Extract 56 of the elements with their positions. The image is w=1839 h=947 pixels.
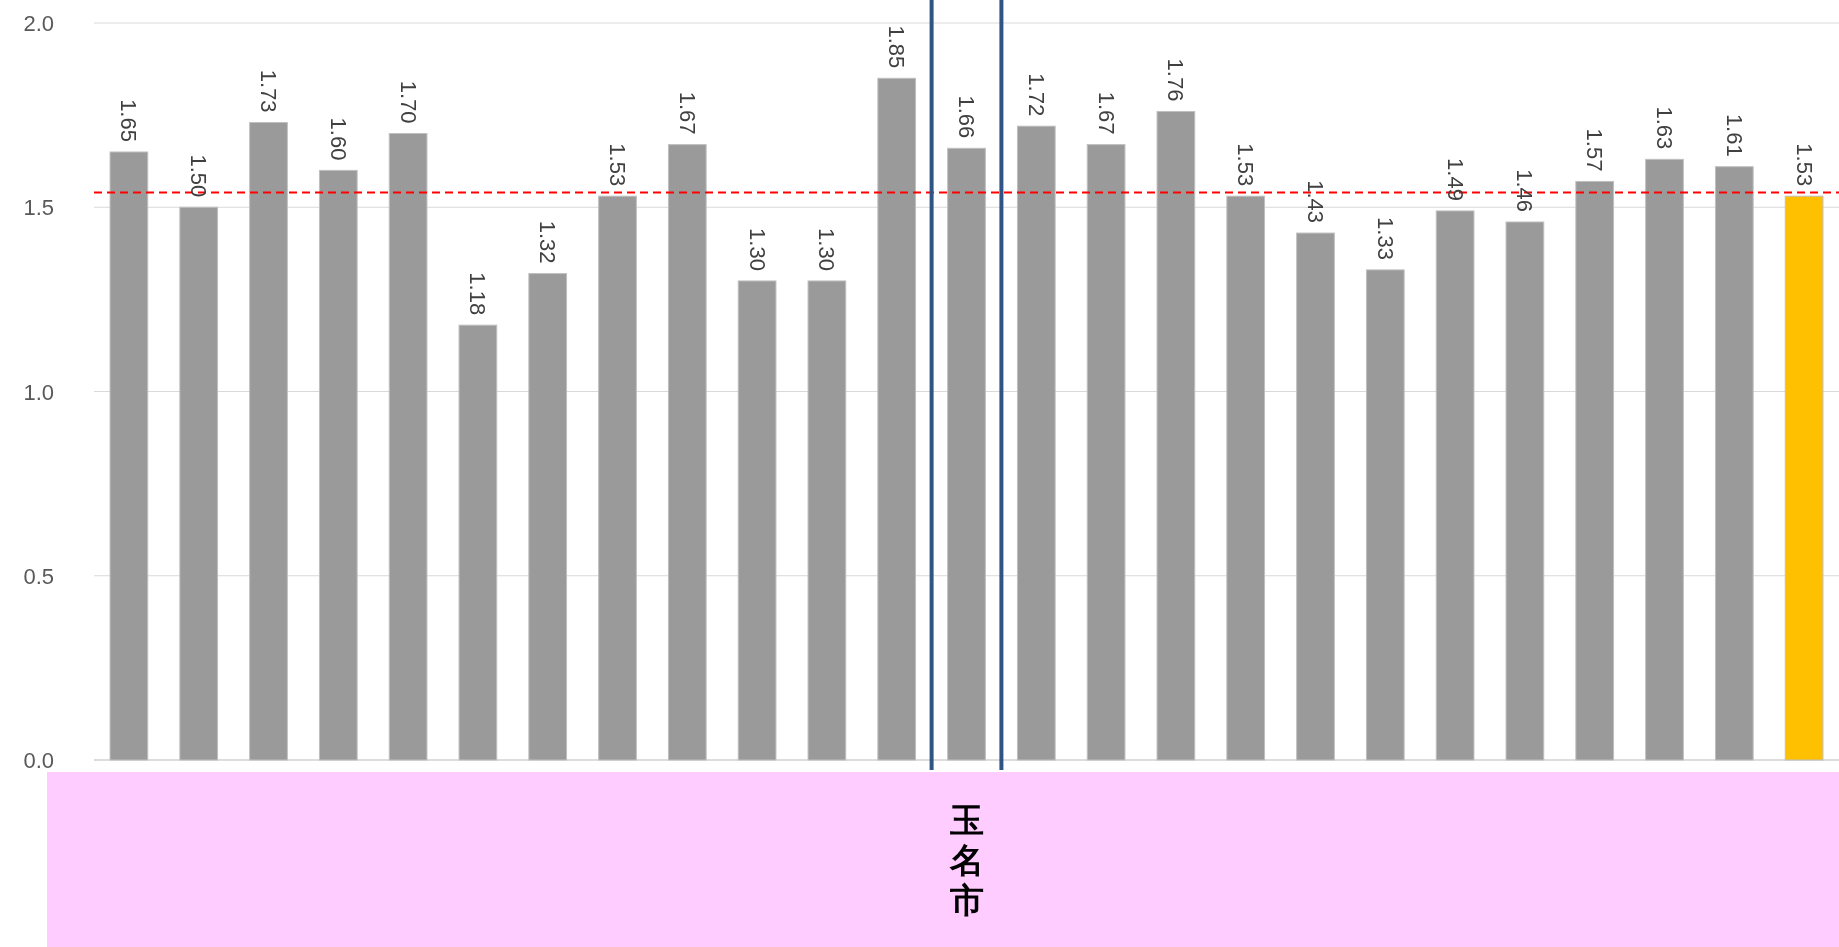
bar	[1435, 210, 1475, 761]
data-label: 1.30	[744, 228, 770, 271]
bar	[318, 169, 358, 761]
bar	[1086, 144, 1126, 761]
data-label: 1.30	[814, 228, 840, 271]
bar	[528, 273, 568, 761]
bar	[179, 206, 219, 761]
data-label: 1.70	[395, 80, 421, 124]
data-label: 1.67	[674, 91, 700, 135]
data-label: 1.85	[884, 25, 910, 69]
y-tick-label: 0.5	[23, 563, 54, 589]
y-tick-label: 1.5	[23, 195, 54, 221]
bar	[1016, 125, 1056, 761]
bar	[807, 280, 847, 761]
bar	[1296, 232, 1335, 761]
data-label: 1.18	[465, 272, 491, 316]
y-tick-label: 2.0	[23, 11, 54, 36]
bar	[598, 195, 637, 761]
bar	[1156, 110, 1196, 761]
data-label: 1.63	[1652, 106, 1677, 150]
data-label: 1.57	[1582, 128, 1608, 172]
bar	[1575, 180, 1615, 761]
data-label: 1.49	[1442, 158, 1468, 201]
data-label: 1.50	[186, 154, 212, 198]
bar	[1365, 269, 1405, 761]
data-label: 1.76	[1163, 58, 1189, 102]
data-label: 1.67	[1093, 91, 1119, 135]
data-label: 1.53	[605, 143, 630, 187]
bar	[1784, 195, 1824, 761]
bar	[1714, 166, 1754, 761]
bar	[1505, 221, 1545, 761]
data-label: 1.53	[1233, 143, 1259, 187]
bar	[737, 280, 777, 761]
data-label: 1.73	[256, 69, 281, 113]
bar	[947, 147, 986, 761]
data-label: 1.61	[1721, 113, 1747, 157]
x-tick-label: 玉名市	[948, 800, 984, 920]
bar	[388, 133, 428, 761]
y-tick-label: 1.0	[23, 379, 54, 405]
y-tick-label: 0.0	[23, 748, 54, 773]
bar	[1645, 158, 1684, 761]
data-label: 1.32	[535, 220, 561, 264]
data-label: 1.65	[116, 99, 142, 142]
data-label: 1.43	[1303, 180, 1328, 224]
data-label: 1.60	[325, 117, 351, 161]
bar	[667, 144, 707, 761]
data-label: 1.46	[1512, 169, 1538, 212]
data-label: 1.66	[954, 95, 979, 139]
bar	[458, 324, 498, 761]
bar	[877, 77, 917, 761]
data-label: 1.72	[1023, 73, 1049, 117]
data-label: 1.33	[1372, 217, 1398, 260]
bar	[109, 151, 149, 761]
data-label: 1.53	[1791, 143, 1817, 187]
bar	[1226, 195, 1266, 761]
bar	[249, 122, 288, 761]
